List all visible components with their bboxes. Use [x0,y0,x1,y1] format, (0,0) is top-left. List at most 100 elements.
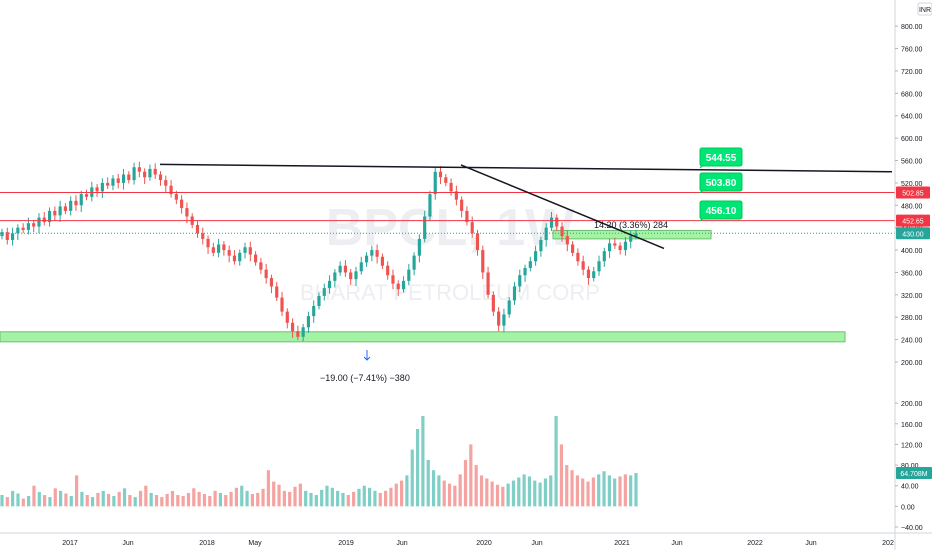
price-badge[interactable] [896,186,930,199]
candle-body [364,255,369,263]
candle-body [460,199,464,211]
volume-bar [213,490,217,507]
candle-body [597,261,601,272]
volume-bar [250,493,255,507]
volume-bar [277,484,281,507]
trendline-top[interactable] [159,163,893,173]
candle-body [306,316,311,328]
y-tick-label: 600.00 [901,136,923,143]
candle-body [507,300,511,315]
x-tick-label: 2018 [199,540,215,547]
candle-body [248,247,252,255]
volume-bar [554,416,558,507]
candle-body [555,217,559,227]
volume-bar [565,465,569,507]
volume-bar [629,475,633,507]
price-callout[interactable] [699,200,743,220]
candle-body [269,278,274,287]
volume-bar [5,497,9,507]
candle-body [21,227,25,230]
candle-body [629,236,633,242]
candle-body [32,223,36,227]
volume-bar [352,491,356,507]
volume-tick-label: 0.00 [901,504,915,511]
volume-bar [128,495,132,507]
volume-bar [559,444,564,507]
candle-body [84,194,89,197]
candle-body [121,174,126,183]
candle-body [296,331,300,337]
volume-bar [48,497,52,507]
price-badge-label: 502.85 [902,191,924,198]
volume-bar [474,465,478,507]
support-zone[interactable] [0,331,846,343]
volume-bar [623,474,627,507]
volume-bar [415,428,420,507]
volume-bar [442,480,446,507]
candle-body [396,283,400,290]
price-badge[interactable] [896,214,930,227]
trendline-descending[interactable] [460,164,665,250]
candle-body [454,191,458,200]
volume-bar [304,490,308,507]
candle-body [607,243,612,252]
candle-body [465,210,469,223]
candle-body [79,194,83,206]
volume-bar [458,474,462,507]
price-badge[interactable] [896,227,930,240]
candle-body [412,255,416,270]
candle-body [523,267,527,276]
candle-body [47,210,52,223]
callouts-layer[interactable]: 544.55 503.80 456.10 [699,147,743,222]
candle-body [201,233,205,239]
candle-body [602,251,606,262]
candle-body [42,217,46,223]
currency-label: INR [919,7,931,14]
candle-body [380,256,384,266]
volume-bar [27,496,31,507]
volume-bar [581,478,585,507]
volume-bar [106,493,111,507]
volume-bar [245,490,249,507]
volume-bar [463,459,468,507]
candle-body [174,194,178,200]
candle-body [127,174,131,181]
candle-body [338,265,342,273]
price-callout[interactable] [699,147,743,167]
currency-box[interactable] [917,2,932,16]
volume-bar [575,475,579,507]
volume-bar [192,488,196,507]
volume-bar [53,488,57,507]
candle-body [259,262,263,270]
volume-bar [154,495,159,507]
candle-body [475,233,480,251]
volume-bar [399,480,404,507]
volume-tick-label: 160.00 [901,422,923,429]
candle-body [549,217,554,228]
volume-bar [240,485,244,507]
volume-bar [479,475,484,507]
volume-bar [197,491,201,507]
candle-body [333,272,337,281]
volume-bar [431,470,436,507]
x-tick-label: 2020 [476,540,492,547]
x-tick-label: Jun [805,540,816,547]
price-callout[interactable] [699,172,743,192]
volume-bar [256,492,260,507]
volume-bar [373,490,377,507]
volume-bar [176,495,180,507]
volume-bar [181,496,185,507]
candle-body [222,244,226,251]
volume-tick-label: 80.00 [901,463,919,470]
volume-bar [144,485,148,507]
volume-bar [298,483,302,507]
badges-layer[interactable]: 502.85 452.65 430.00 64.708M [896,186,932,479]
volume-bar [533,480,537,507]
candle-body [10,233,15,240]
candles-layer [0,161,638,342]
volume-badge[interactable] [896,466,932,479]
volume-bar [591,477,595,507]
x-tick-label: May [248,540,262,547]
volume-bar [309,492,313,507]
candle-body [359,262,363,272]
